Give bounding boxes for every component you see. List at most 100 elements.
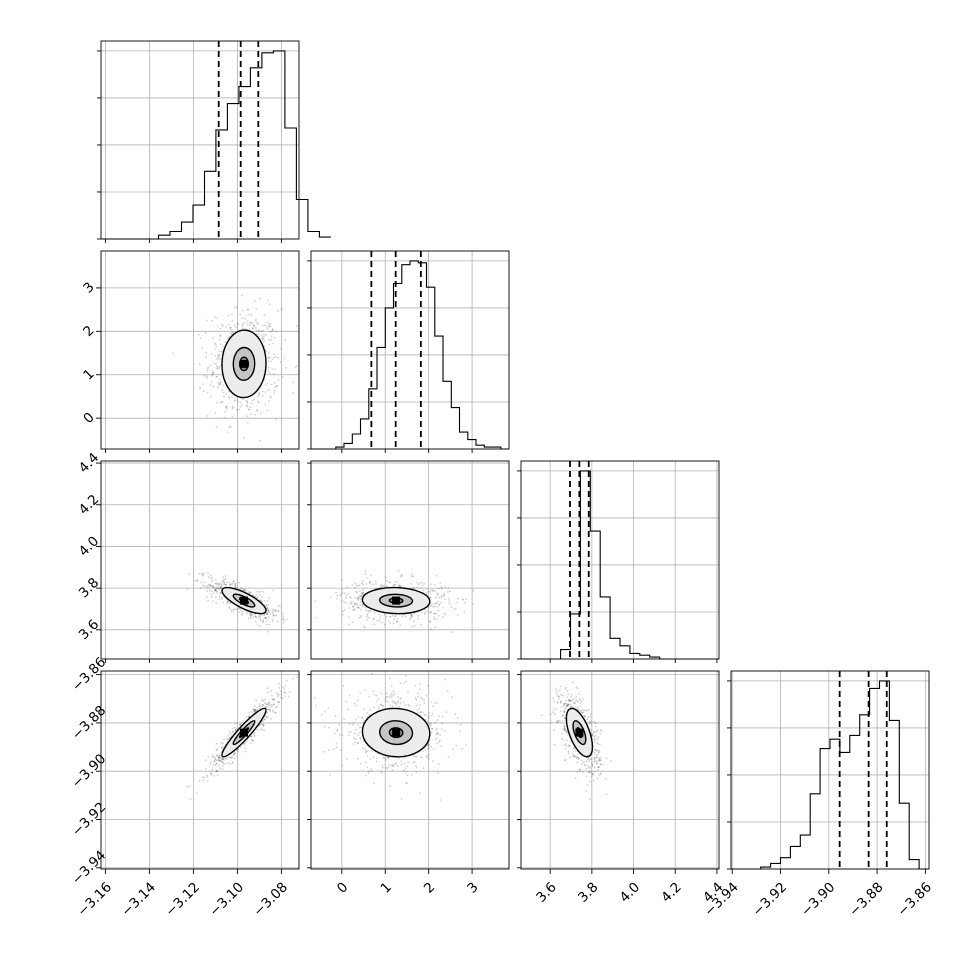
sample-point [206,414,209,417]
sample-point [270,383,273,386]
sample-point [552,711,554,714]
sample-point [593,738,596,740]
sample-point [224,583,227,586]
sample-point [335,591,337,594]
sample-point [277,682,280,685]
sample-point [585,790,588,792]
sample-point [355,584,358,587]
sample-point [199,386,202,389]
sample-point [219,767,221,770]
x-tick-label: 4.2 [658,879,685,906]
sample-point [217,367,220,370]
sample-point [392,702,395,705]
sample-point [234,399,237,401]
sample-point [389,622,392,624]
sample-point [423,702,426,705]
sample-point [221,580,223,582]
sample-point [267,604,270,606]
sample-point [262,590,264,593]
sample-point [273,389,276,392]
sample-point [197,333,200,336]
sample-point [265,334,267,337]
sample-point [283,691,285,694]
sample-point [259,618,262,620]
sample-point [211,372,214,375]
sample-point [233,608,236,611]
sample-point [214,412,217,414]
sample-point [228,581,231,584]
sample-point [406,782,408,784]
sample-point [583,714,585,717]
sample-point [244,589,247,592]
sample-point [280,696,282,699]
sample-point [430,602,432,605]
sample-point [235,608,238,611]
sample-point [575,699,578,702]
sample-point [405,782,407,785]
sample-point [594,748,596,751]
sample-point [261,340,264,343]
sample-point [225,757,227,760]
sample-point [231,313,233,316]
sample-point [409,618,411,621]
sample-point [382,584,385,587]
sample-point [413,624,416,627]
sample-point [576,706,579,708]
scatter-panel [100,670,300,870]
sample-point [364,606,367,609]
sample-point [582,711,584,714]
sample-point [563,710,566,713]
sample-point [561,739,564,741]
sample-point [264,391,267,393]
sample-point [263,719,266,721]
sample-point [359,616,362,619]
sample-point [199,337,202,339]
sample-point [393,700,395,703]
sample-point [395,704,398,707]
sample-point [229,602,232,605]
sample-point [210,381,213,383]
sample-point [323,725,326,728]
panel-frame [100,40,300,240]
sample-point [434,605,436,607]
sample-point [254,413,257,416]
sample-point [413,620,415,623]
sample-point [272,356,275,359]
sample-point [352,606,354,608]
sample-point [593,720,595,723]
sample-point [362,708,365,711]
density-peak [240,728,248,737]
sample-point [271,608,274,611]
sample-point [220,401,223,404]
sample-point [540,714,543,717]
sample-point [261,703,264,706]
sample-point [427,743,430,746]
sample-point [218,583,221,585]
sample-point [419,711,422,714]
sample-point [593,766,596,769]
sample-point [398,585,401,588]
sample-point [248,716,250,718]
sample-point [249,615,252,617]
sample-point [430,604,432,607]
sample-point [422,711,425,714]
sample-point [249,742,252,745]
scatter-panel [310,670,510,870]
sample-point [589,716,592,718]
sample-point [255,699,257,702]
sample-point [439,739,441,742]
sample-point [395,762,398,764]
sample-point [373,623,376,626]
sample-point [223,395,225,398]
sample-point [417,583,420,586]
sample-point [597,751,600,753]
sample-point [228,737,231,739]
sample-point [272,612,274,614]
sample-point [358,731,361,734]
sample-point [570,693,573,696]
sample-point [365,609,367,612]
sample-point [417,618,420,620]
sample-point [250,614,252,617]
sample-point [352,605,354,608]
sample-point [444,598,446,601]
